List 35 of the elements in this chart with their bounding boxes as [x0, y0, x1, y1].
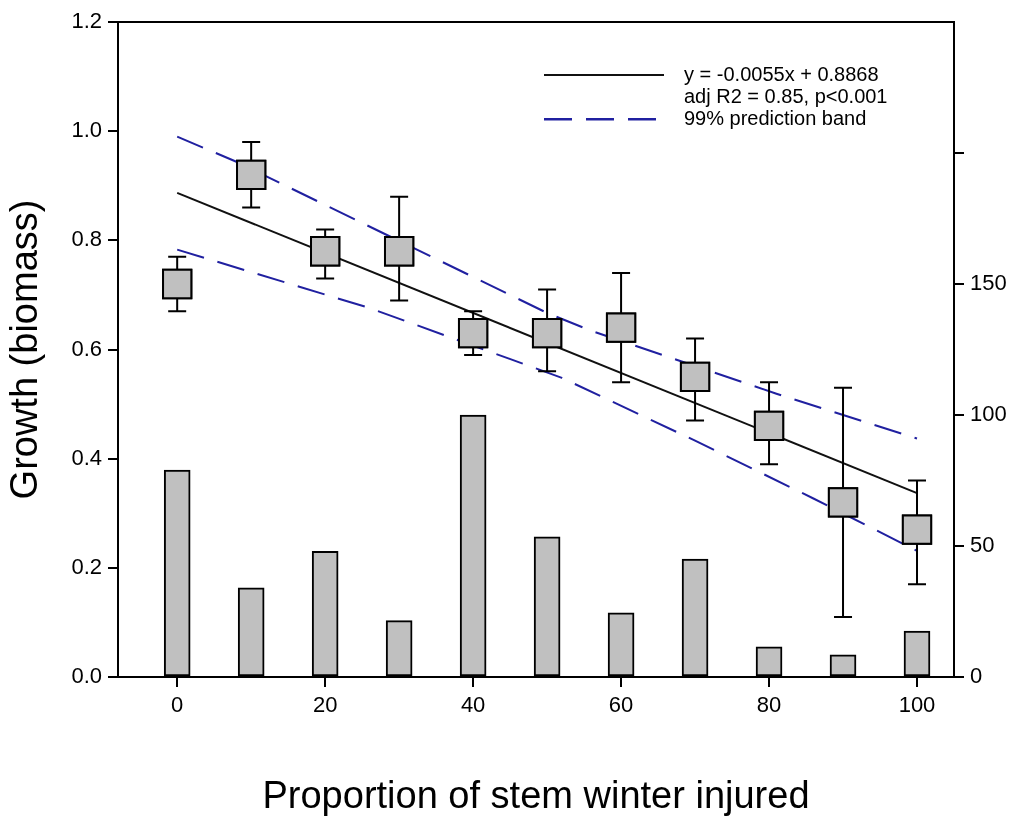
point: [236, 159, 267, 190]
y-tick-label: 1.2: [71, 8, 102, 34]
x-tick-label: 40: [460, 692, 486, 718]
y2-tick-label: 150: [970, 270, 1007, 296]
y-tick-label: 0.4: [71, 444, 102, 470]
y2-tick-label: 0: [970, 663, 983, 689]
y-tick-label: 0.2: [71, 553, 102, 579]
x-tick-label: 0: [171, 692, 184, 718]
point: [162, 268, 193, 300]
point: [679, 361, 711, 392]
x-tick-label: 20: [312, 692, 338, 718]
point: [310, 236, 341, 267]
point: [457, 317, 489, 349]
line-series: [176, 135, 919, 440]
legend-label: y = -0.0055x + 0.8868: [684, 62, 879, 85]
y-tick-label: 0.6: [71, 335, 102, 361]
point: [605, 312, 637, 343]
point: [827, 487, 859, 518]
point: [901, 514, 933, 545]
legend-label: 99% prediction band: [684, 106, 867, 129]
y-tick-label: 0.8: [71, 226, 102, 252]
line-series: [176, 248, 919, 552]
x-tick-label: 60: [608, 692, 634, 718]
x-tick-label: 100: [898, 692, 936, 718]
y2-tick-label: 50: [970, 532, 995, 558]
point: [531, 317, 563, 349]
annotation: adj R2 = 0.85, p<0.001: [684, 84, 888, 107]
y-axis-title: Growth (biomass): [3, 199, 46, 500]
y-tick-label: 0.0: [71, 663, 102, 689]
point: [383, 236, 415, 267]
point: [753, 410, 785, 442]
y2-tick-label: 100: [970, 401, 1007, 427]
x-axis-title: Proportion of stem winter injured: [262, 773, 810, 816]
y-tick-label: 1.0: [71, 117, 102, 143]
x-tick-label: 80: [756, 692, 782, 718]
